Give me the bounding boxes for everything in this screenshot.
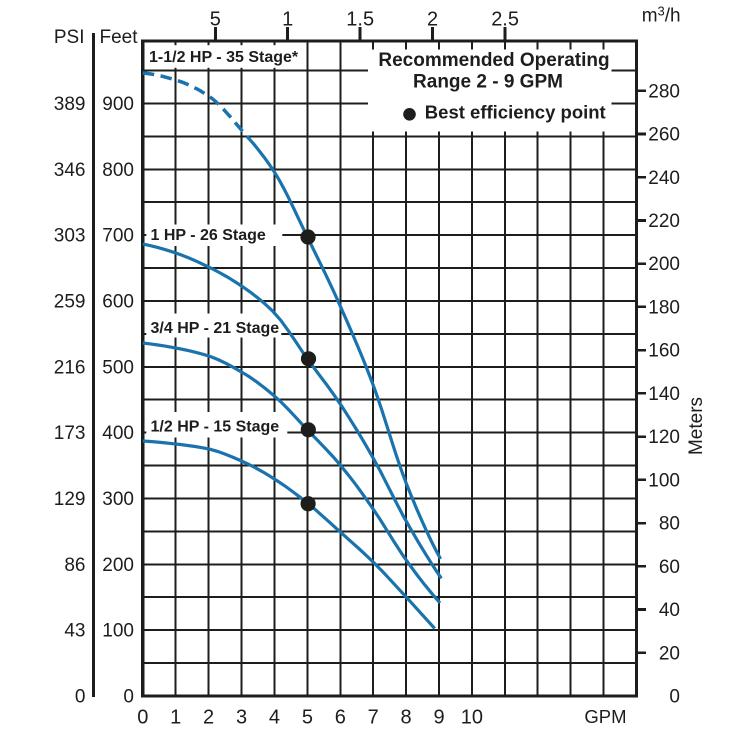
svg-text:600: 600 [102,291,134,312]
svg-text:180: 180 [648,297,680,318]
svg-text:220: 220 [648,211,680,232]
svg-text:216: 216 [54,357,86,378]
svg-text:0: 0 [669,687,680,708]
svg-text:0: 0 [137,707,148,729]
svg-text:2.5: 2.5 [491,9,519,31]
svg-text:280: 280 [648,81,680,102]
svg-text:260: 260 [648,125,680,146]
svg-text:200: 200 [102,555,134,576]
svg-text:1: 1 [282,9,293,31]
svg-text:400: 400 [102,423,134,444]
svg-text:3: 3 [236,707,247,729]
svg-text:700: 700 [102,226,134,247]
svg-text:173: 173 [54,423,86,444]
svg-text:1 HP - 26 Stage: 1 HP - 26 Stage [151,227,266,244]
svg-text:303: 303 [54,226,86,247]
svg-text:0: 0 [123,687,134,708]
svg-text:500: 500 [102,357,134,378]
svg-text:346: 346 [54,160,86,181]
svg-text:7: 7 [368,707,379,729]
svg-text:Recommended Operating: Recommended Operating [378,50,609,71]
svg-text:0: 0 [75,687,86,708]
svg-text:2: 2 [203,707,214,729]
svg-text:1/2 HP - 15 Stage: 1/2 HP - 15 Stage [151,419,280,436]
svg-text:160: 160 [648,341,680,362]
svg-text:43: 43 [64,621,85,642]
svg-text:9: 9 [433,707,444,729]
svg-text:1.5: 1.5 [346,9,374,31]
svg-text:PSI: PSI [54,27,85,48]
svg-text:900: 900 [102,94,134,115]
svg-text:5: 5 [302,707,313,729]
svg-text:Range 2 - 9 GPM: Range 2 - 9 GPM [413,72,563,93]
svg-text:100: 100 [102,621,134,642]
svg-text:86: 86 [64,555,85,576]
svg-text:20: 20 [659,643,680,664]
svg-text:300: 300 [102,489,134,510]
svg-text:Meters: Meters [686,397,707,455]
svg-text:4: 4 [269,707,280,729]
svg-text:259: 259 [54,291,86,312]
svg-text:2: 2 [427,9,438,31]
svg-text:240: 240 [648,168,680,189]
svg-text:60: 60 [659,557,680,578]
svg-text:389: 389 [54,94,86,115]
svg-text:8: 8 [401,707,412,729]
svg-text:800: 800 [102,160,134,181]
svg-text:3/4 HP - 21 Stage: 3/4 HP - 21 Stage [151,320,280,337]
svg-text:GPM: GPM [584,706,626,727]
svg-text:200: 200 [648,254,680,275]
svg-text:5: 5 [210,9,221,31]
svg-text:120: 120 [648,427,680,448]
svg-text:40: 40 [659,600,680,621]
svg-text:6: 6 [335,707,346,729]
svg-text:1-1/2 HP - 35 Stage*: 1-1/2 HP - 35 Stage* [149,49,299,66]
svg-text:140: 140 [648,384,680,405]
svg-text:100: 100 [648,470,680,491]
svg-text:10: 10 [461,707,483,729]
svg-text:129: 129 [54,489,86,510]
svg-text:m3/h: m3/h [642,4,681,27]
svg-text:Feet: Feet [100,27,139,48]
svg-text:80: 80 [659,514,680,535]
svg-text:1: 1 [170,707,181,729]
svg-text:Best efficiency point: Best efficiency point [425,102,606,123]
